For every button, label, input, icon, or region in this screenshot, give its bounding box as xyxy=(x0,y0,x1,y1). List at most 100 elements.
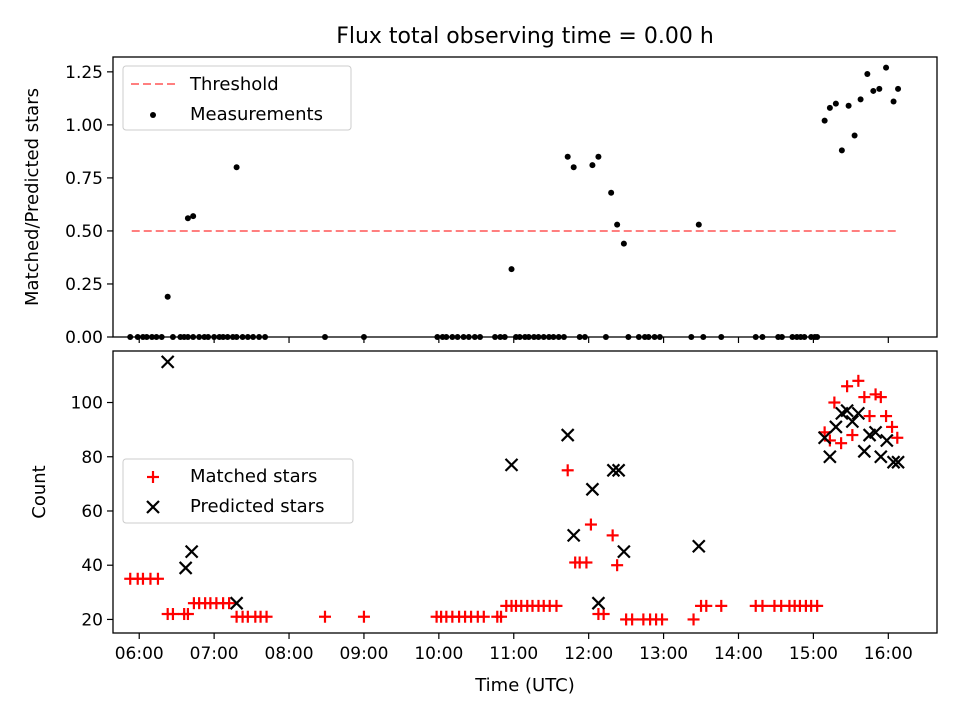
bottom-marks xyxy=(124,355,905,626)
x-tick-label: 07:00 xyxy=(190,644,239,664)
bottom-y-axis-label: Count xyxy=(29,465,50,518)
measurement-point xyxy=(153,334,160,340)
measurement-point xyxy=(602,334,609,340)
measurement-point xyxy=(164,293,171,300)
measurement-point xyxy=(564,153,571,160)
measurement-point xyxy=(449,334,456,340)
measurement-point xyxy=(224,334,231,340)
predicted-point xyxy=(891,455,905,469)
top-marks xyxy=(127,64,902,340)
measurement-point xyxy=(656,334,663,340)
measurement-point xyxy=(516,334,523,340)
matched-point xyxy=(151,572,164,585)
measurement-point xyxy=(148,334,155,340)
predicted-point xyxy=(617,544,631,559)
measurement-point xyxy=(595,153,602,160)
matched-point xyxy=(223,597,236,610)
measurement-point xyxy=(497,334,504,340)
matched-point xyxy=(550,599,563,612)
predicted-point xyxy=(504,458,519,472)
bottom-y-tick-label: 20 xyxy=(81,610,103,630)
matched-point xyxy=(811,599,824,612)
predicted-point xyxy=(591,596,606,610)
matched-point xyxy=(846,429,859,442)
measurement-point xyxy=(581,334,588,340)
predicted-point xyxy=(585,482,600,497)
measurement-point xyxy=(555,334,562,340)
measurement-point xyxy=(801,334,808,340)
measurement-point xyxy=(864,70,871,77)
measurement-point xyxy=(540,334,547,340)
measurement-point xyxy=(545,334,552,340)
matched-point xyxy=(597,608,610,621)
matched-point xyxy=(580,556,593,569)
measurement-point xyxy=(895,85,902,92)
measurement-point xyxy=(570,164,577,171)
predicted-point xyxy=(868,425,883,440)
bottom-x-axis: 06:00 07:00 08:00 09:00 10:00 11:00 12:00 13:00… xyxy=(115,633,913,664)
matched-point xyxy=(626,613,639,626)
bottom-legend: Matched stars Predicted stars xyxy=(122,458,354,524)
predicted-point xyxy=(560,428,575,442)
measurement-point xyxy=(651,334,658,340)
measurement-point xyxy=(477,334,484,340)
predicted-point xyxy=(829,420,843,434)
top-panel: 0.00 0.25 0.50 0.75 1.00 1.25 Matched/Predict… xyxy=(22,56,938,348)
top-y-axis: 0.00 0.25 0.50 0.75 1.00 1.25 xyxy=(65,63,113,348)
matched-point xyxy=(181,608,194,621)
matched-point xyxy=(656,613,669,626)
bottom-y-axis: 20 40 60 80 100 xyxy=(71,394,113,630)
matched-point xyxy=(700,599,713,612)
matched-point xyxy=(477,610,490,623)
legend-measurements-label: Measurements xyxy=(190,104,323,125)
x-tick-label: 13:00 xyxy=(639,644,688,664)
predicted-point xyxy=(857,444,872,459)
bottom-y-tick-label: 80 xyxy=(81,448,103,468)
predicted-point xyxy=(823,449,837,464)
x-tick-label: 12:00 xyxy=(564,644,613,664)
measurement-point xyxy=(857,96,864,103)
top-y-axis-label: Matched/Predicted stars xyxy=(22,88,43,306)
bottom-legend-box xyxy=(122,458,354,524)
matched-point xyxy=(841,380,854,393)
matched-point xyxy=(715,599,728,612)
measurement-point xyxy=(890,98,897,105)
measurement-point xyxy=(625,334,632,340)
measurement-point xyxy=(360,334,367,340)
predicted-point xyxy=(692,539,706,554)
measurement-point xyxy=(560,334,567,340)
predicted-point xyxy=(160,355,175,369)
legend-threshold-label: Threshold xyxy=(189,74,279,95)
matched-point xyxy=(166,608,179,621)
measurement-point xyxy=(205,334,212,340)
measurement-point xyxy=(134,334,141,340)
predicted-point xyxy=(886,455,901,469)
measurement-point xyxy=(460,334,467,340)
x-tick-label: 09:00 xyxy=(339,644,388,664)
measurement-point xyxy=(508,266,515,273)
top-y-tick-label: 0.25 xyxy=(65,275,103,295)
matched-point xyxy=(687,613,700,626)
top-y-tick-label: 0.00 xyxy=(65,328,103,348)
top-y-tick-label: 0.50 xyxy=(65,222,103,242)
x-tick-label: 11:00 xyxy=(489,644,538,664)
measurement-point xyxy=(465,334,472,340)
legend-predicted-swatch xyxy=(146,500,160,514)
matched-point xyxy=(835,437,848,450)
measurement-point xyxy=(233,164,240,171)
bottom-y-tick-label: 40 xyxy=(81,556,103,576)
measurement-point xyxy=(870,87,877,94)
matched-point xyxy=(828,396,841,409)
predicted-point xyxy=(851,406,866,421)
measurement-point xyxy=(550,334,557,340)
measurement-point xyxy=(434,334,441,340)
measurement-point xyxy=(244,334,251,340)
measurement-point xyxy=(443,334,450,340)
measurement-point xyxy=(695,221,702,228)
legend-predicted-label: Predicted stars xyxy=(190,496,324,517)
bottom-y-tick-label: 60 xyxy=(81,502,103,522)
matched-point xyxy=(852,374,865,387)
measurement-point xyxy=(321,334,328,340)
measurement-point xyxy=(158,334,165,340)
measurement-point xyxy=(250,334,257,340)
